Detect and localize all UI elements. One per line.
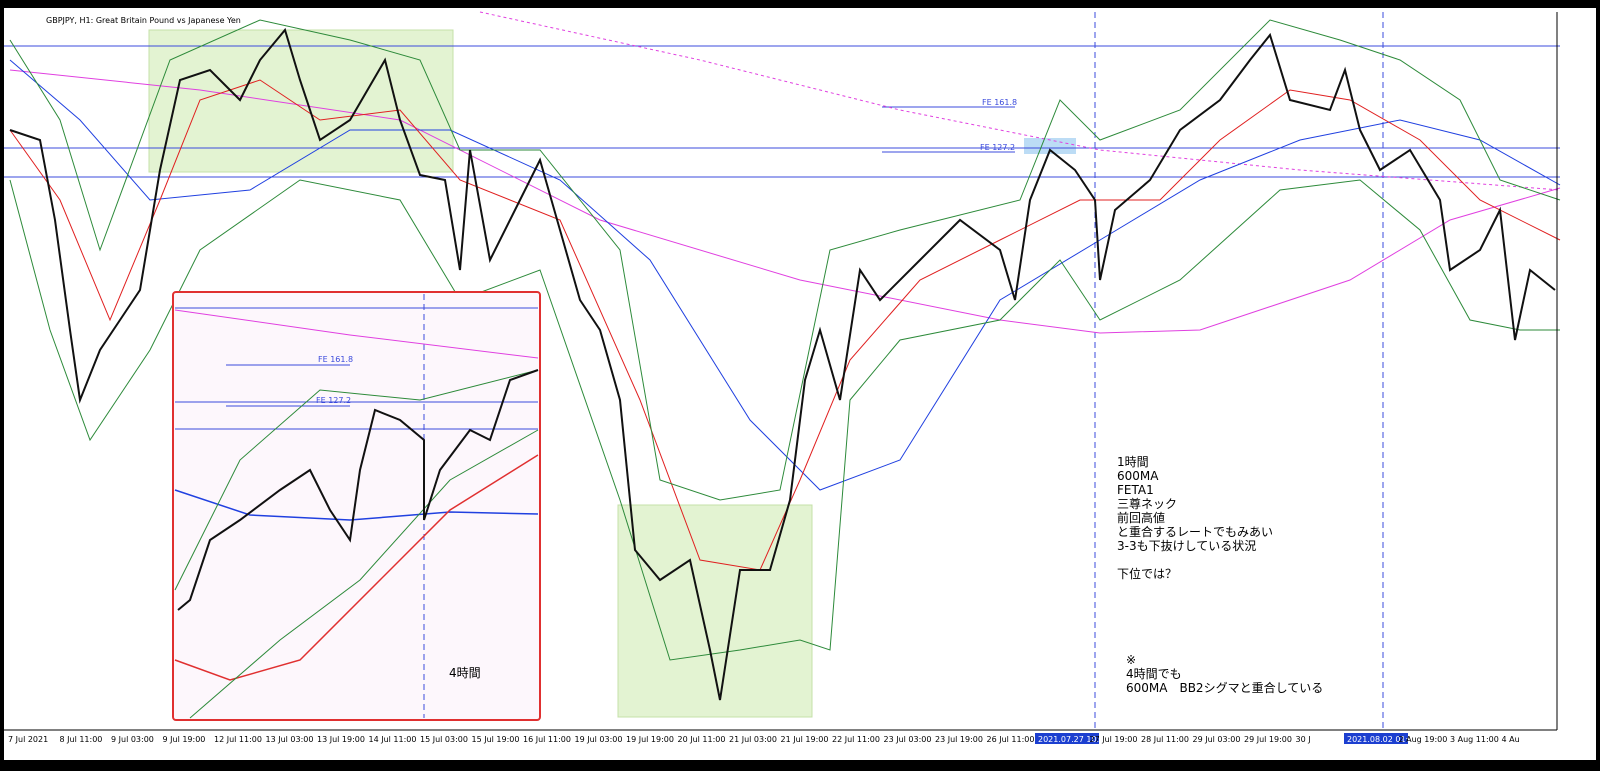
fe-label: FE 127.2 — [316, 396, 351, 405]
time-label: 9 Jul 03:00 — [111, 735, 154, 744]
note-line: 1時間 — [1117, 455, 1149, 469]
time-label: 26 Jul 11:00 — [987, 735, 1035, 744]
time-label: 20 Jul 11:00 — [678, 735, 726, 744]
time-label: 30 J — [1296, 735, 1311, 744]
time-label: 13 Jul 19:00 — [317, 735, 365, 744]
note-line: 4時間でも — [1126, 667, 1182, 681]
time-marker — [1035, 733, 1099, 744]
time-label: 23 Jul 03:00 — [884, 735, 932, 744]
time-label: 3 Aug 11:00 — [1450, 735, 1499, 744]
time-label: 22 Jul 11:00 — [832, 735, 880, 744]
inset-lines — [174, 294, 539, 719]
time-label: 2021.07.27 10:00 — [1038, 735, 1109, 744]
time-label: 21 Jul 03:00 — [729, 735, 777, 744]
highlight-box — [148, 29, 454, 173]
time-label: 7 Jul 2021 — [8, 735, 48, 744]
note-line: 三尊ネック — [1117, 496, 1177, 511]
time-label: 15 Jul 03:00 — [420, 735, 468, 744]
note-line: ※ — [1126, 653, 1136, 667]
time-label: 15 Jul 19:00 — [472, 735, 520, 744]
ma-line — [479, 11, 1561, 191]
time-label: 16 Jul 11:00 — [523, 735, 571, 744]
note-line: FETA1 — [1117, 483, 1154, 497]
inset-chart — [172, 291, 541, 721]
ma-line — [9, 59, 1561, 491]
highlight-box — [617, 504, 813, 718]
h-lines — [4, 45, 1560, 178]
highlight-box — [1024, 138, 1076, 154]
note-line: 600MA — [1117, 469, 1159, 483]
time-label: 2021.08.02 01:00 — [1347, 735, 1418, 744]
fe-label: FE 127.2 — [980, 143, 1015, 152]
time-label: 14 Jul 11:00 — [369, 735, 417, 744]
time-label: 8 Jul 11:00 — [60, 735, 103, 744]
fe-label: FE 161.8 — [318, 355, 353, 364]
note-line: 下位では？ — [1117, 566, 1177, 581]
inset-timeframe: 4時間 — [449, 666, 481, 680]
time-label: 12 Jul 11:00 — [214, 735, 262, 744]
time-label: 28 Jul 11:00 — [1141, 735, 1189, 744]
note-line: と重合するレートでもみあい — [1117, 524, 1273, 539]
time-label: 21 Jul 19:00 — [781, 735, 829, 744]
price-line — [9, 27, 1556, 701]
time-label: 9 Jul 19:00 — [163, 735, 206, 744]
time-label: 4 Au — [1502, 735, 1520, 744]
note-line: 600MA BB2シグマと重合している — [1126, 680, 1323, 695]
time-label: 2 Aug 19:00 — [1399, 735, 1448, 744]
time-label: 29 Jul 19:00 — [1244, 735, 1292, 744]
time-label: 29 Jul 03:00 — [1193, 735, 1241, 744]
time-label: 19 Jul 03:00 — [575, 735, 623, 744]
time-label: 27 Jul 19:00 — [1090, 735, 1138, 744]
time-label: 13 Jul 03:00 — [266, 735, 314, 744]
note-line: 前回高値 — [1117, 510, 1165, 525]
band-line — [9, 19, 1561, 501]
time-marker — [1344, 733, 1408, 744]
window-title: GBPJPY, H1: Great Britain Pound vs Japan… — [46, 16, 241, 25]
time-label: 23 Jul 19:00 — [935, 735, 983, 744]
fe-label: FE 161.8 — [982, 98, 1017, 107]
band-line — [9, 179, 1560, 661]
note-line: 3-3も下抜けしている状況 — [1117, 538, 1256, 553]
time-label: 19 Jul 19:00 — [626, 735, 674, 744]
